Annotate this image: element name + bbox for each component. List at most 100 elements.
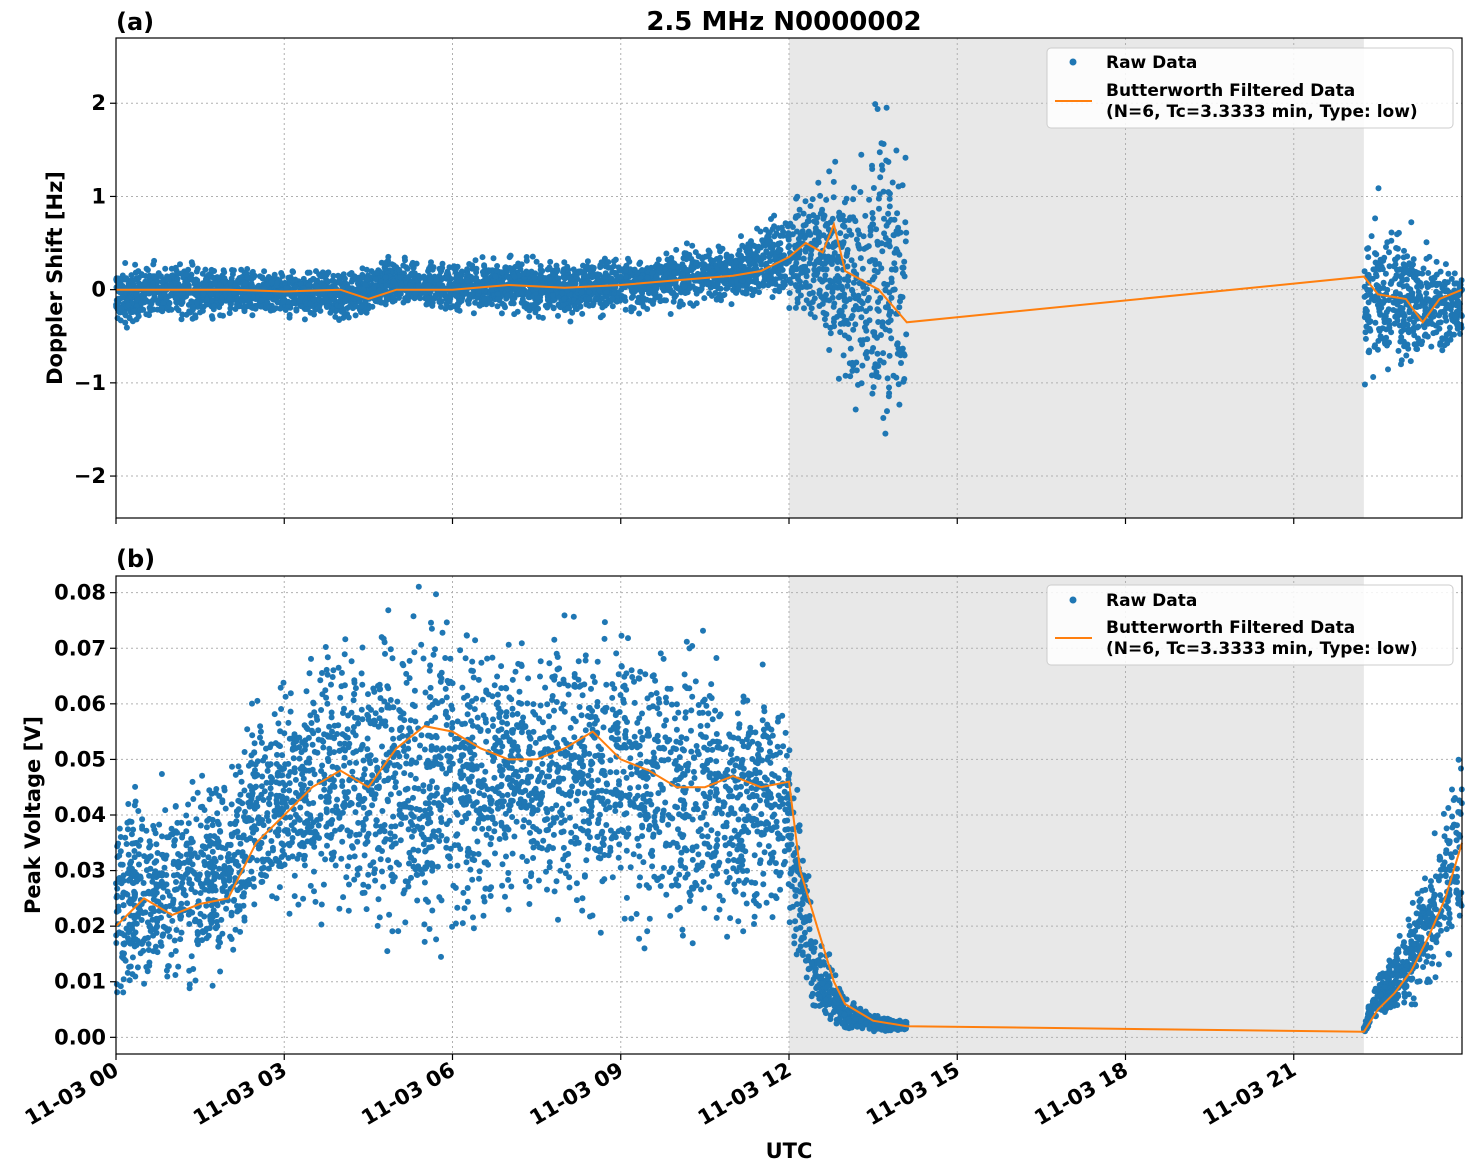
raw-data-point [352,312,359,319]
raw-data-point [307,300,314,307]
raw-data-point [657,650,664,657]
raw-data-point [850,326,857,333]
raw-data-point [632,275,639,282]
raw-data-point [415,272,422,279]
raw-data-point [258,297,265,304]
raw-data-point [403,753,410,760]
raw-data-point [566,884,573,891]
raw-data-point [771,212,778,219]
raw-data-point [830,178,837,185]
raw-data-point [156,821,163,828]
raw-data-point [472,299,479,306]
raw-data-point [897,352,904,359]
raw-data-point [173,305,180,312]
raw-data-point [656,265,663,272]
raw-data-point [525,290,532,297]
raw-data-point [821,276,828,283]
raw-data-point [240,303,247,310]
raw-data-point [1443,336,1450,343]
raw-data-point [484,655,491,662]
raw-data-point [561,259,568,266]
raw-data-point [791,940,798,947]
raw-data-point [573,274,580,280]
raw-data-point [735,816,742,823]
raw-data-point [1366,349,1372,356]
raw-data-point [1408,219,1415,226]
raw-data-point [882,304,889,311]
raw-data-point [1410,324,1417,331]
raw-data-point [800,255,807,262]
raw-data-point [830,244,837,251]
raw-data-point [122,260,129,266]
raw-data-point [475,851,482,857]
raw-data-point [776,283,783,290]
raw-data-point [390,294,397,300]
raw-data-point [834,265,841,272]
raw-data-point [660,655,667,662]
raw-data-point [556,280,562,287]
raw-data-point [345,314,352,321]
raw-data-point [668,255,675,261]
raw-data-point [599,312,606,319]
raw-data-point [172,972,179,978]
raw-data-point [835,294,842,301]
raw-data-point [831,323,838,330]
raw-data-point [1363,323,1370,330]
raw-data-point [726,254,732,261]
raw-data-point [1398,328,1405,335]
raw-data-point [190,796,197,802]
y-tick-label: 0 [91,278,106,302]
panel-a-y-axis: 210−1−2 [74,91,116,488]
raw-data-point [1386,339,1392,346]
raw-data-point [346,303,353,310]
raw-data-point [811,314,818,321]
raw-data-point [773,230,780,237]
raw-data-point [1429,280,1436,287]
raw-data-point [815,179,822,186]
raw-data-point [888,216,895,223]
raw-data-point [553,878,560,885]
raw-data-point [1377,333,1384,340]
raw-data-point [499,269,506,276]
raw-data-point [584,263,591,270]
raw-data-point [133,291,140,298]
raw-data-point [286,311,293,318]
raw-data-point [883,157,890,164]
raw-data-point [864,286,870,293]
raw-data-point [780,279,787,286]
raw-data-point [886,352,893,359]
raw-data-point [272,305,279,312]
raw-data-point [338,669,345,676]
raw-data-point [177,261,183,268]
raw-data-point [507,252,514,259]
raw-data-point [592,295,599,302]
raw-data-point [1416,292,1423,299]
raw-data-point [801,234,808,241]
raw-data-point [821,316,828,323]
raw-data-point [811,218,818,225]
raw-data-point [901,258,908,265]
raw-data-point [598,259,605,266]
raw-data-point [679,261,686,268]
raw-data-point [844,250,851,257]
raw-data-point [684,252,690,259]
raw-data-point [533,258,540,265]
raw-data-point [703,821,710,828]
raw-data-point [876,149,883,156]
raw-data-point [879,248,886,255]
raw-data-point [242,280,249,287]
raw-data-point [760,252,767,259]
raw-data-point [829,215,836,222]
raw-data-point [1383,244,1389,250]
raw-data-point [1441,300,1448,307]
raw-data-point [191,278,198,285]
raw-data-point [863,244,870,251]
raw-data-point [257,273,263,280]
raw-data-point [470,914,476,921]
raw-data-point [1441,282,1448,289]
raw-data-point [186,289,193,296]
raw-data-point [1392,289,1399,296]
raw-data-point [874,350,881,357]
raw-data-point [570,266,577,273]
raw-data-point [888,294,895,301]
